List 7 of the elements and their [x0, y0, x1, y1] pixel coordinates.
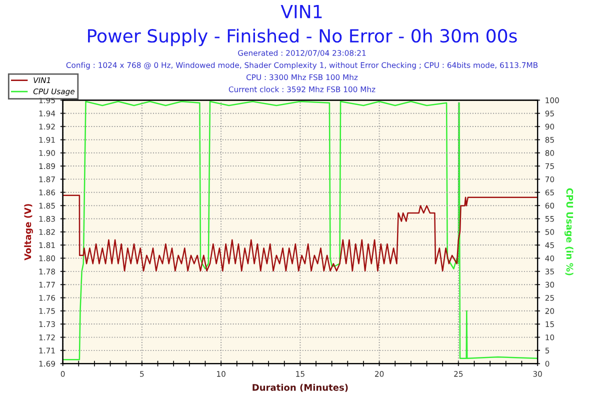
chart-subtitle: Power Supply - Finished - No Error - 0h 30m 00s: [88, 28, 517, 46]
line-series: [62, 194, 538, 272]
line-series: [62, 100, 538, 360]
y2-axis-title: CPU Usage (in %): [564, 188, 574, 276]
y-axis-title: Voltage (V): [24, 204, 33, 260]
x-axis-title: Duration (Minutes): [252, 384, 348, 392]
chart-title: VIN1: [280, 5, 322, 18]
